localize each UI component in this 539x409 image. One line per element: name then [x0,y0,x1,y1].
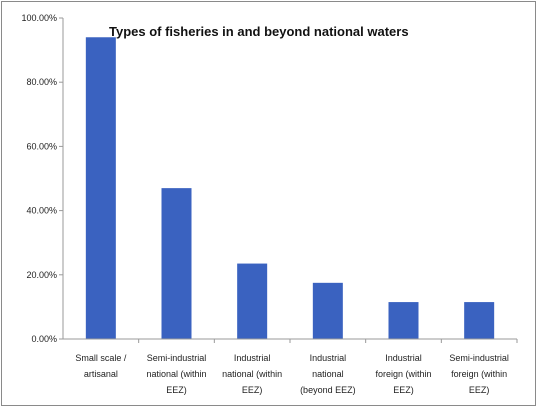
y-tick-label: 20.00% [26,270,57,280]
x-category-label: Semi-industrial national (within EEZ) [146,353,206,395]
x-axis: Small scale / artisanal Semi-industrial nat… [63,338,518,395]
y-tick-label: 0.00% [31,334,57,344]
y-tick-label: 60.00% [26,141,57,151]
bar [161,188,192,339]
bars [85,37,495,339]
y-tick-label: 80.00% [26,77,57,87]
y-tick-label: 40.00% [26,206,57,216]
x-category-label: Industrial national (beyond EEZ) [300,353,356,395]
chart-title: Types of fisheries in and beyond nationa… [109,24,409,39]
x-category-label: Semi-industrial foreign (within EEZ) [449,353,509,395]
bar [388,302,419,339]
bar [464,302,495,339]
x-category-label: Industrial national (within EEZ) [222,353,282,395]
bar [237,263,268,339]
bar [312,282,343,339]
x-category-label: Industrial foreign (within EEZ) [375,353,431,395]
y-axis: 0.00% 20.00% 40.00% 60.00% 80.00% 100.00% [21,13,64,344]
x-category-label: Small scale / artisanal [75,353,127,379]
y-tick-label: 100.00% [21,13,57,23]
bar [85,37,116,339]
